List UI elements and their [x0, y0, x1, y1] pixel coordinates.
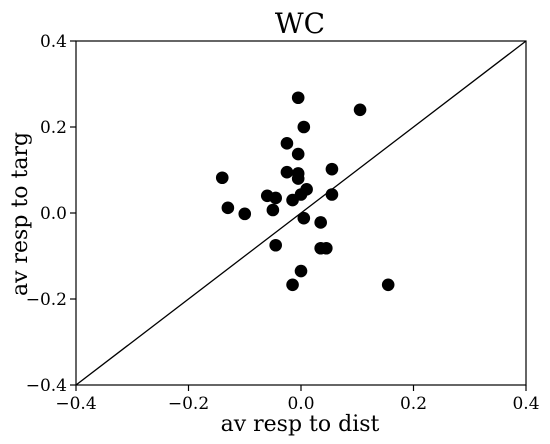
data-point-0-25 [286, 278, 299, 292]
x-tick-label: 0.0 [287, 394, 314, 414]
data-point-0-18 [238, 207, 252, 221]
x-tick-label: 0.4 [512, 394, 539, 414]
data-point-0-4 [291, 147, 305, 161]
y-axis-label: av resp to targ [8, 132, 33, 296]
chart-title: WC [275, 7, 325, 40]
y-tick-label: −0.2 [26, 290, 67, 310]
y-tick-label: 0.4 [40, 32, 67, 52]
data-point-0-1 [353, 103, 367, 117]
data-point-0-9 [215, 171, 229, 185]
data-points-layer [215, 91, 395, 292]
data-point-0-21 [269, 238, 282, 252]
data-point-0-20 [314, 216, 327, 229]
y-tick-label: 0.2 [40, 118, 67, 138]
y-tick-label: 0.0 [40, 204, 67, 224]
x-tick-label: 0.2 [400, 394, 427, 414]
data-point-0-3 [280, 137, 294, 150]
data-point-0-17 [266, 203, 280, 217]
x-axis-label: av resp to dist [221, 412, 380, 437]
data-point-0-23 [320, 241, 333, 255]
x-tick-label: −0.4 [55, 394, 96, 414]
data-point-0-15 [286, 193, 299, 207]
ticks-layer: −0.4 −0.2 0.0 0.2 0.4 −0.4 −0.2 0.0 0.2 0.4 [26, 32, 540, 414]
data-point-0-26 [381, 278, 395, 292]
data-point-0-6 [280, 165, 294, 179]
data-point-0-2 [297, 120, 311, 134]
data-point-0-14 [269, 191, 282, 205]
data-point-0-0 [291, 91, 305, 105]
data-point-0-13 [325, 188, 339, 201]
plot-frame [75, 40, 527, 386]
x-tick-label: −0.2 [168, 394, 209, 414]
data-point-0-16 [221, 201, 235, 215]
y-tick-label: −0.4 [26, 376, 67, 396]
data-point-0-8 [291, 172, 305, 185]
data-point-0-19 [297, 211, 311, 225]
data-point-0-24 [294, 264, 308, 278]
data-point-0-5 [325, 162, 339, 176]
